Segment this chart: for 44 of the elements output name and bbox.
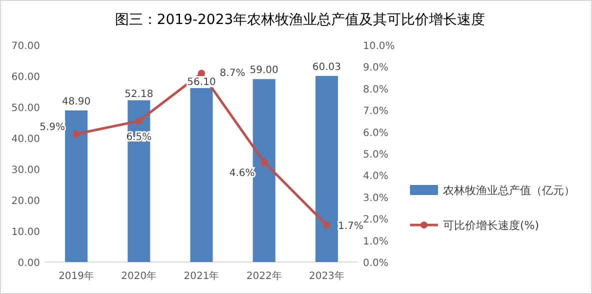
point — [323, 222, 330, 229]
legend-label: 农林牧渔业总产值（亿元） — [443, 184, 575, 197]
y-tick-label: 60.00 — [11, 72, 40, 83]
y2-tick-label: 5.0% — [363, 150, 388, 160]
y2-tick-label: 1.0% — [363, 236, 388, 248]
y2-tick-label: 2.0% — [363, 214, 388, 226]
y2-tick-label: 7.0% — [363, 106, 388, 118]
y2-tick-label: 9.0% — [363, 62, 388, 74]
y2-tick-label: 3.0% — [363, 192, 388, 204]
data-label: 48.90 — [62, 96, 91, 108]
data-label: 1.7% — [338, 221, 364, 232]
y-tick-label: 10.00 — [11, 227, 40, 238]
chart-title: 图三：2019-2023年农林牧渔业总产值及其可比价增长速度 — [114, 12, 486, 28]
data-label: 8.7% — [220, 68, 246, 80]
data-label: 52.18 — [124, 89, 154, 100]
y2-tick-label: 4.0% — [363, 171, 388, 182]
data-label: 56.10 — [187, 77, 216, 88]
y-tick-label: 30.00 — [11, 165, 40, 176]
bar — [128, 100, 150, 262]
y2-tick-label: 10.0% — [363, 41, 395, 52]
y-tick-label: 70.00 — [11, 41, 40, 52]
y-tick-label: 0.00 — [18, 258, 40, 269]
y-tick-label: 40.00 — [11, 134, 40, 145]
x-tick-label: 2022年 — [246, 270, 282, 282]
x-tick-label: 2021年 — [184, 270, 220, 282]
bar — [252, 79, 276, 262]
y2-tick-label: 0.0% — [363, 258, 388, 269]
y-tick-label: 20.00 — [11, 196, 40, 207]
y2-tick-label: 6.0% — [363, 128, 388, 139]
bar — [65, 110, 88, 262]
y-tick-label: 50.00 — [11, 103, 40, 114]
data-label: 59.00 — [250, 65, 278, 76]
legend-label: 可比价增长速度(%) — [443, 219, 540, 232]
x-tick-label: 2023年 — [308, 270, 344, 282]
point — [260, 158, 268, 166]
data-label: 5.9% — [40, 122, 66, 133]
x-tick-label: 2020年 — [121, 270, 157, 282]
y2-tick-label: 8.0% — [363, 84, 388, 96]
point — [72, 130, 80, 138]
point — [198, 70, 205, 77]
bar — [315, 76, 338, 262]
x-tick-label: 2019年 — [58, 270, 94, 282]
point — [135, 117, 142, 124]
data-label: 60.03 — [312, 62, 342, 73]
